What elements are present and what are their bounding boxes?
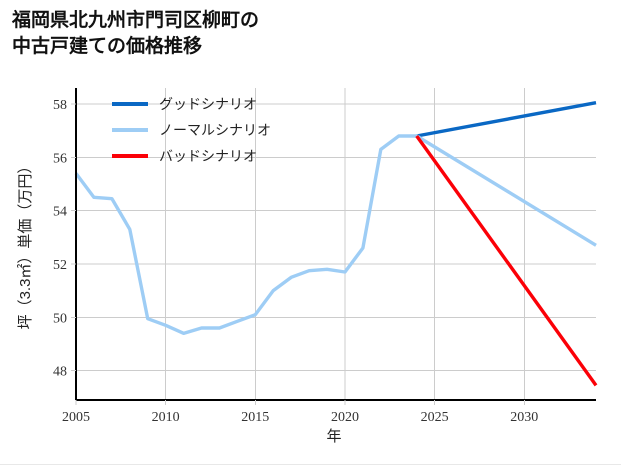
x-tick-label: 2005 [62, 410, 90, 425]
legend-label-0: グッドシナリオ [159, 96, 257, 112]
y-tick-label: 58 [53, 98, 67, 113]
data-series-group [74, 100, 598, 387]
x-tick-label: 2030 [510, 410, 538, 425]
legend-label-1: ノーマルシナリオ [159, 122, 271, 138]
axis-spines [74, 88, 596, 402]
x-axis-title: 年 [326, 428, 341, 445]
series-line-1 [74, 134, 597, 336]
series-line-0 [416, 100, 597, 138]
legend-label-2: バッドシナリオ [159, 148, 257, 164]
y-tick-label: 50 [53, 311, 67, 326]
y-tick-label-group: 48 50 52 54 56 58 [53, 98, 76, 380]
series-line-2 [415, 135, 598, 387]
y-axis-title: 坪（3.3㎡）単価（万円） [17, 159, 34, 330]
chart-title: 福岡県北九州市門司区柳町の 中古戸建ての価格推移 [12, 10, 260, 58]
y-tick-label: 52 [53, 258, 67, 273]
y-tick-label: 56 [53, 151, 67, 166]
y-tick-label: 48 [53, 365, 67, 380]
y-tick-label: 54 [53, 205, 67, 220]
x-tick-label: 2025 [421, 410, 449, 425]
x-tick-label: 2010 [152, 410, 180, 425]
x-tick-label: 2015 [241, 410, 269, 425]
x-tick-label-group: 2005 2010 2015 2020 2025 2030 [62, 400, 538, 425]
x-tick-label: 2020 [331, 410, 359, 425]
gridline-group [75, 88, 596, 400]
